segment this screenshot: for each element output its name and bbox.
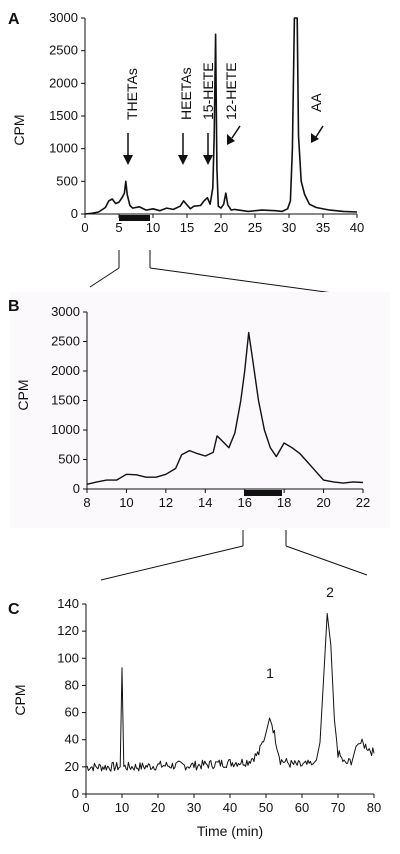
y-tick-label: 2500 (49, 43, 78, 58)
annotation-thetas: THETAs (124, 68, 140, 120)
panel-a-letter: A (8, 11, 20, 28)
zoom-line-a-right (149, 267, 356, 297)
x-tick-label: 15 (180, 220, 194, 235)
y-tick-label: 0 (73, 481, 80, 496)
x-tick-label: 40 (350, 220, 364, 235)
x-tick-label: 80 (367, 800, 381, 815)
x-tick-label: 30 (282, 220, 296, 235)
x-tick-label: 10 (115, 800, 129, 815)
y-tick-label: 80 (65, 677, 79, 692)
arrow-aa-icon (311, 125, 324, 143)
arrow-15-hete-icon (203, 133, 213, 165)
panel-b: B CPM 8 10 12 14 16 18 20 22 0 500 1000 1500 2000 250… (8, 292, 390, 528)
panel-c-x-axis-label: Time (min) (197, 823, 263, 839)
zoom-line-b-left (100, 545, 244, 581)
y-tick-label: 3000 (49, 10, 78, 25)
x-tick-label: 10 (119, 495, 133, 510)
x-tick-label: 5 (115, 220, 122, 235)
y-tick-label: 2500 (51, 334, 80, 349)
y-tick-label: 2000 (49, 75, 78, 90)
panel-b-letter: B (8, 298, 20, 315)
y-tick-label: 1000 (49, 141, 78, 156)
peak-label-1: 1 (266, 665, 274, 681)
panel-c-y-axis-label: CPM (12, 684, 28, 715)
y-tick-label: 2000 (51, 363, 80, 378)
y-tick-label: 1500 (51, 393, 80, 408)
x-tick-label: 0 (81, 220, 88, 235)
x-tick-label: 14 (198, 495, 212, 510)
y-tick-label: 120 (57, 623, 79, 638)
y-tick-label: 0 (72, 786, 79, 801)
x-tick-label: 20 (214, 220, 228, 235)
y-tick-label: 1000 (51, 422, 80, 437)
x-tick-label: 25 (248, 220, 262, 235)
x-tick-label: 18 (277, 495, 291, 510)
panel-b-y-axis-label: CPM (15, 379, 31, 410)
x-tick-label: 8 (83, 495, 90, 510)
panel-a-y-axis-label: CPM (11, 114, 27, 145)
y-tick-label: 1500 (49, 108, 78, 123)
x-tick-label: 35 (316, 220, 330, 235)
x-tick-label: 50 (259, 800, 273, 815)
panel-a-trace (84, 17, 358, 215)
panel-a-ticks: 0 5 10 15 20 25 30 35 40 0 500 1000 1500 2000 2500 3000 (49, 10, 364, 235)
x-tick-label: 10 (146, 220, 160, 235)
y-tick-label: 100 (57, 650, 79, 665)
panel-a-selection-bar (119, 215, 150, 221)
x-tick-label: 12 (159, 495, 173, 510)
panel-a: A CPM 0 5 10 15 20 25 30 35 40 0 500 1000 1500 2000 25… (8, 10, 364, 235)
x-tick-label: 30 (187, 800, 201, 815)
arrow-heetas-icon (178, 133, 188, 165)
arrow-12-hete-icon (227, 125, 241, 145)
panel-c: C CPM 0 10 20 30 40 50 60 70 80 0 20 40 60 80 100 120 14… (8, 584, 381, 839)
peak-label-2: 2 (326, 584, 334, 600)
x-tick-label: 0 (82, 800, 89, 815)
annotation-aa: AA (308, 93, 324, 112)
panel-c-trace (85, 613, 375, 772)
panel-b-trace (86, 331, 364, 485)
arrow-thetas-icon (123, 133, 133, 165)
panel-b-series (86, 331, 364, 485)
y-tick-label: 60 (65, 705, 79, 720)
zoom-line-a-left (89, 267, 120, 288)
x-tick-label: 40 (223, 800, 237, 815)
x-tick-label: 22 (356, 495, 370, 510)
x-tick-label: 60 (295, 800, 309, 815)
annotation-15-hete: 15-HETE (200, 62, 216, 120)
annotation-heetas: HEETAs (178, 67, 194, 120)
panel-c-ticks: 0 10 20 30 40 50 60 70 80 0 20 40 60 80 100 120 140 (57, 596, 381, 815)
panel-c-letter: C (8, 601, 20, 618)
y-tick-label: 0 (71, 206, 78, 221)
annotation-12-hete: 12-HETE (223, 62, 239, 120)
panel-c-series (85, 613, 375, 772)
panel-a-series (84, 17, 358, 215)
y-tick-label: 20 (65, 759, 79, 774)
x-tick-label: 16 (237, 495, 251, 510)
panel-b-background (10, 292, 390, 528)
x-tick-label: 20 (151, 800, 165, 815)
zoom-line-b-right (285, 545, 368, 576)
y-tick-label: 500 (58, 452, 80, 467)
y-tick-label: 3000 (51, 304, 80, 319)
y-tick-label: 140 (57, 596, 79, 611)
y-tick-label: 500 (56, 173, 78, 188)
x-tick-label: 20 (316, 495, 330, 510)
panel-b-ticks: 8 10 12 14 16 18 20 22 0 500 1000 1500 2000 2500 3000 (51, 304, 370, 510)
x-tick-label: 70 (331, 800, 345, 815)
panel-b-selection-bar (244, 490, 282, 496)
y-tick-label: 40 (65, 732, 79, 747)
